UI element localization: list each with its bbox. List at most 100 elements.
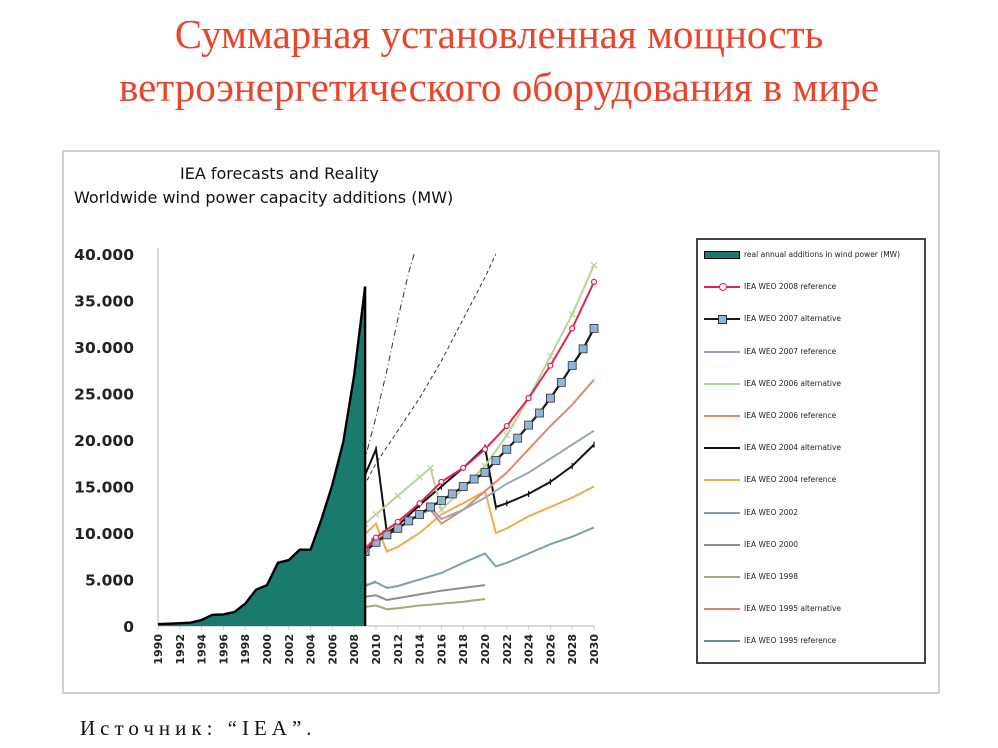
legend-label: IEA WEO 1998: [744, 572, 798, 581]
point-iea-weo-2007-alternative: [567, 361, 577, 371]
x-tick-label: 2010: [370, 634, 383, 665]
legend-label: IEA WEO 2000: [744, 539, 798, 549]
point-iea-weo-2007-alternative: [513, 433, 523, 443]
legend-swatch: [704, 382, 740, 385]
point-iea-weo-2007-alternative: [491, 456, 501, 465]
point-iea-weo-2008-reference: [503, 422, 510, 430]
y-tick-label: 35.000: [74, 293, 134, 311]
y-tick-label: 0: [123, 618, 134, 636]
legend-swatch: [704, 415, 740, 417]
legend-label: IEA WEO 1995 reference: [744, 636, 837, 646]
trend-line-2: [353, 253, 497, 506]
point-iea-weo-2008-reference: [438, 478, 445, 485]
legend-item-iea-weo-2006-reference: IEA WEO 2006 reference: [704, 409, 924, 423]
x-tick-label: 2022: [501, 634, 514, 665]
point-iea-weo-2008-reference: [547, 362, 554, 369]
legend-label: real annual additions in wind power (MW): [744, 250, 901, 259]
legend-item-iea-weo-1995-alternative: IEA WEO 1995 alternative: [704, 602, 924, 616]
chart-legend: real annual additions in wind power (MW)…: [696, 238, 926, 664]
series-line-real-annual-additions-in-wind-power-mw: [157, 286, 367, 626]
point-iea-weo-2006-alternative: [546, 352, 554, 360]
chart-subtitle: Worldwide wind power capacity additions …: [74, 188, 454, 207]
series-line-iea-weo-2007-alternative: [342, 327, 595, 567]
legend-item-iea-weo-2007-reference: IEA WEO 2007 reference: [704, 345, 924, 359]
point-iea-weo-2007-alternative: [545, 393, 555, 403]
point-iea-weo-2006-alternative: [568, 310, 576, 318]
slide-title-line-2: ветроэнергетического оборудования в мире: [118, 64, 880, 110]
point-iea-weo-2008-reference: [394, 518, 401, 525]
point-iea-weo-2007-alternative: [415, 509, 425, 519]
x-tick-label: 2016: [435, 634, 448, 665]
point-iea-weo-2006-alternative: [590, 261, 598, 269]
legend-swatch: [704, 479, 740, 482]
x-tick-label: 2008: [348, 634, 361, 665]
point-iea-weo-2007-alternative: [535, 408, 544, 418]
y-tick-label: 5.000: [85, 572, 134, 590]
x-tick-label: 1990: [152, 634, 165, 665]
chart-plot: 0 5.000 10.000 15.000 20.000 25.000 30.000 35.0…: [74, 246, 601, 665]
slide-title-line-1: Суммарная установленная мощность: [174, 11, 824, 57]
point-iea-weo-2007-alternative: [447, 489, 457, 499]
legend-label: IEA WEO 2007 alternative: [744, 314, 841, 324]
point-iea-weo-2007-alternative: [404, 516, 414, 526]
point-iea-weo-2006-alternative: [427, 464, 434, 472]
x-tick-label: 2024: [523, 634, 536, 665]
point-iea-weo-2007-alternative: [556, 377, 566, 387]
x-tick-label: 2006: [326, 634, 339, 665]
legend-item-iea-weo-2008-reference: IEA WEO 2008 reference: [704, 280, 924, 294]
point-iea-weo-2007-alternative: [469, 474, 479, 484]
y-tick-label: 20.000: [74, 432, 134, 450]
point-iea-weo-2007-alternative: [578, 344, 588, 354]
legend-item-iea-weo-1998: IEA WEO 1998: [704, 570, 924, 584]
point-iea-weo-2006-alternative: [481, 462, 489, 470]
legend-swatch: [704, 511, 740, 514]
x-tick-label: 2012: [392, 634, 405, 665]
legend-label: IEA WEO 2006 reference: [744, 411, 837, 420]
legend-item-iea-weo-2004-reference: IEA WEO 2004 reference: [704, 473, 924, 487]
point-iea-weo-2008-reference: [481, 446, 489, 453]
x-tick-label: 1994: [196, 634, 209, 665]
x-tick-label: 1996: [217, 634, 230, 665]
point-iea-weo-2006-alternative: [416, 473, 424, 481]
point-iea-weo-2008-reference: [525, 395, 532, 402]
point-iea-weo-2006-alternative: [503, 431, 511, 439]
point-iea-weo-2008-reference: [460, 464, 467, 471]
slide-title: Суммарная установленная мощность ветроэн…: [0, 8, 998, 114]
x-tick-label: 2020: [479, 634, 492, 665]
legend-swatch: [704, 283, 740, 292]
point-iea-weo-2006-alternative: [394, 492, 402, 500]
point-iea-weo-2007-alternative: [393, 523, 403, 533]
point-iea-weo-2006-alternative: [372, 510, 380, 518]
series-area-real-annual-additions-in-wind-power-mw: [158, 286, 366, 626]
legend-swatch: [704, 543, 740, 546]
legend-label: IEA WEO 1995 alternative: [744, 604, 841, 614]
point-iea-weo-2007-alternative: [436, 496, 446, 505]
legend-item-iea-weo-2002: IEA WEO 2002: [704, 506, 924, 520]
x-tick-label: 1992: [174, 634, 187, 665]
x-tick-label: 2004: [305, 634, 318, 665]
source-note: Источник: “IEA”.: [80, 716, 317, 740]
point-iea-weo-2007-alternative: [458, 482, 468, 491]
legend-label: IEA WEO 2006 alternative: [744, 378, 841, 388]
point-iea-weo-2007-alternative: [426, 502, 435, 512]
legend-item-iea-weo-1995-reference: IEA WEO 1995 reference: [704, 634, 924, 648]
x-tick-label: 2018: [457, 634, 470, 665]
legend-item-real-annual-additions-in-wind-power-mw: real annual additions in wind power (MW): [704, 248, 924, 262]
y-tick-label: 25.000: [74, 386, 134, 404]
chart-title: IEA forecasts and Reality: [180, 164, 379, 183]
point-iea-weo-2007-alternative: [480, 468, 490, 477]
legend-swatch: [704, 251, 740, 259]
point-iea-weo-2008-reference: [372, 534, 380, 541]
x-tick-label: 2014: [414, 634, 427, 665]
legend-swatch: [704, 447, 740, 450]
point-iea-weo-2008-reference: [416, 500, 423, 507]
y-tick-label: 40.000: [74, 246, 134, 264]
x-tick-label: 2000: [261, 634, 274, 665]
legend-swatch: [704, 608, 740, 611]
x-tick-label: 1998: [239, 634, 252, 665]
point-iea-weo-2007-alternative: [524, 420, 534, 430]
x-tick-label: 2030: [588, 634, 601, 665]
legend-label: IEA WEO 2004 reference: [744, 475, 837, 485]
x-tick-label: 2028: [566, 634, 579, 665]
legend-swatch: [704, 315, 740, 325]
